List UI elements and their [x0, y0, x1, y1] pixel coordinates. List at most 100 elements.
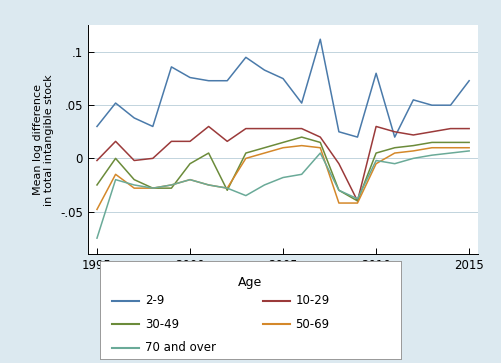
- 30-49: [150, 186, 156, 190]
- 50-69: [410, 149, 416, 153]
- 70 and over: [187, 178, 193, 182]
- 70 and over: [466, 149, 472, 153]
- 10-29: [410, 133, 416, 137]
- 10-29: [392, 130, 398, 134]
- 70 and over: [205, 183, 211, 187]
- 2-9: [262, 68, 268, 72]
- 50-69: [168, 183, 174, 187]
- Text: 30-49: 30-49: [145, 318, 179, 331]
- Line: 10-29: 10-29: [97, 126, 469, 201]
- 70 and over: [243, 193, 249, 198]
- 30-49: [262, 146, 268, 150]
- Line: 50-69: 50-69: [97, 146, 469, 209]
- 50-69: [392, 151, 398, 155]
- 10-29: [187, 139, 193, 143]
- 10-29: [355, 199, 361, 203]
- 2-9: [447, 103, 453, 107]
- 30-49: [392, 146, 398, 150]
- 70 and over: [373, 158, 379, 163]
- 2-9: [113, 101, 119, 105]
- 2-9: [187, 76, 193, 80]
- 50-69: [262, 151, 268, 155]
- 50-69: [113, 172, 119, 176]
- 70 and over: [113, 178, 119, 182]
- 70 and over: [429, 153, 435, 157]
- 10-29: [224, 139, 230, 143]
- 10-29: [373, 124, 379, 129]
- 10-29: [299, 126, 305, 131]
- 50-69: [131, 186, 137, 190]
- 10-29: [466, 126, 472, 131]
- Line: 70 and over: 70 and over: [97, 151, 469, 238]
- Text: Age: Age: [238, 276, 263, 289]
- 70 and over: [262, 183, 268, 187]
- 10-29: [243, 126, 249, 131]
- 70 and over: [94, 236, 100, 240]
- 2-9: [392, 135, 398, 139]
- 50-69: [224, 186, 230, 190]
- 70 and over: [168, 183, 174, 187]
- 10-29: [150, 156, 156, 160]
- 2-9: [373, 71, 379, 76]
- 50-69: [355, 201, 361, 205]
- 2-9: [243, 55, 249, 60]
- 10-29: [447, 126, 453, 131]
- 50-69: [299, 143, 305, 148]
- Line: 2-9: 2-9: [97, 39, 469, 137]
- 50-69: [205, 183, 211, 187]
- 10-29: [168, 139, 174, 143]
- Text: 10-29: 10-29: [296, 294, 330, 307]
- 30-49: [373, 151, 379, 155]
- Text: 70 and over: 70 and over: [145, 341, 216, 354]
- 70 and over: [131, 183, 137, 187]
- 70 and over: [280, 175, 286, 180]
- X-axis label: Year: Year: [270, 278, 297, 290]
- 50-69: [336, 201, 342, 205]
- 10-29: [131, 158, 137, 163]
- 70 and over: [150, 186, 156, 190]
- 70 and over: [392, 162, 398, 166]
- 30-49: [187, 162, 193, 166]
- 70 and over: [317, 151, 323, 155]
- 2-9: [410, 98, 416, 102]
- 70 and over: [224, 186, 230, 190]
- 30-49: [317, 140, 323, 144]
- 50-69: [243, 156, 249, 160]
- 2-9: [429, 103, 435, 107]
- 10-29: [262, 126, 268, 131]
- 10-29: [205, 124, 211, 129]
- 30-49: [113, 156, 119, 160]
- 70 and over: [410, 156, 416, 160]
- 10-29: [113, 139, 119, 143]
- 50-69: [150, 186, 156, 190]
- 50-69: [94, 207, 100, 212]
- 10-29: [94, 158, 100, 163]
- Text: 2-9: 2-9: [145, 294, 165, 307]
- 30-49: [410, 143, 416, 148]
- 2-9: [94, 124, 100, 129]
- 30-49: [447, 140, 453, 144]
- 30-49: [429, 140, 435, 144]
- 30-49: [466, 140, 472, 144]
- 30-49: [224, 188, 230, 192]
- 10-29: [317, 135, 323, 139]
- 30-49: [94, 183, 100, 187]
- 2-9: [280, 77, 286, 81]
- 30-49: [205, 151, 211, 155]
- 2-9: [168, 65, 174, 69]
- 50-69: [447, 146, 453, 150]
- 70 and over: [299, 172, 305, 176]
- 70 and over: [447, 151, 453, 155]
- 30-49: [131, 178, 137, 182]
- 2-9: [336, 130, 342, 134]
- 2-9: [205, 78, 211, 83]
- 2-9: [355, 135, 361, 139]
- 50-69: [187, 178, 193, 182]
- Text: 50-69: 50-69: [296, 318, 330, 331]
- 30-49: [168, 186, 174, 190]
- 10-29: [280, 126, 286, 131]
- 2-9: [466, 78, 472, 83]
- 30-49: [355, 199, 361, 203]
- 30-49: [336, 188, 342, 192]
- Y-axis label: Mean log difference
in total intangible stock: Mean log difference in total intangible …: [33, 74, 55, 205]
